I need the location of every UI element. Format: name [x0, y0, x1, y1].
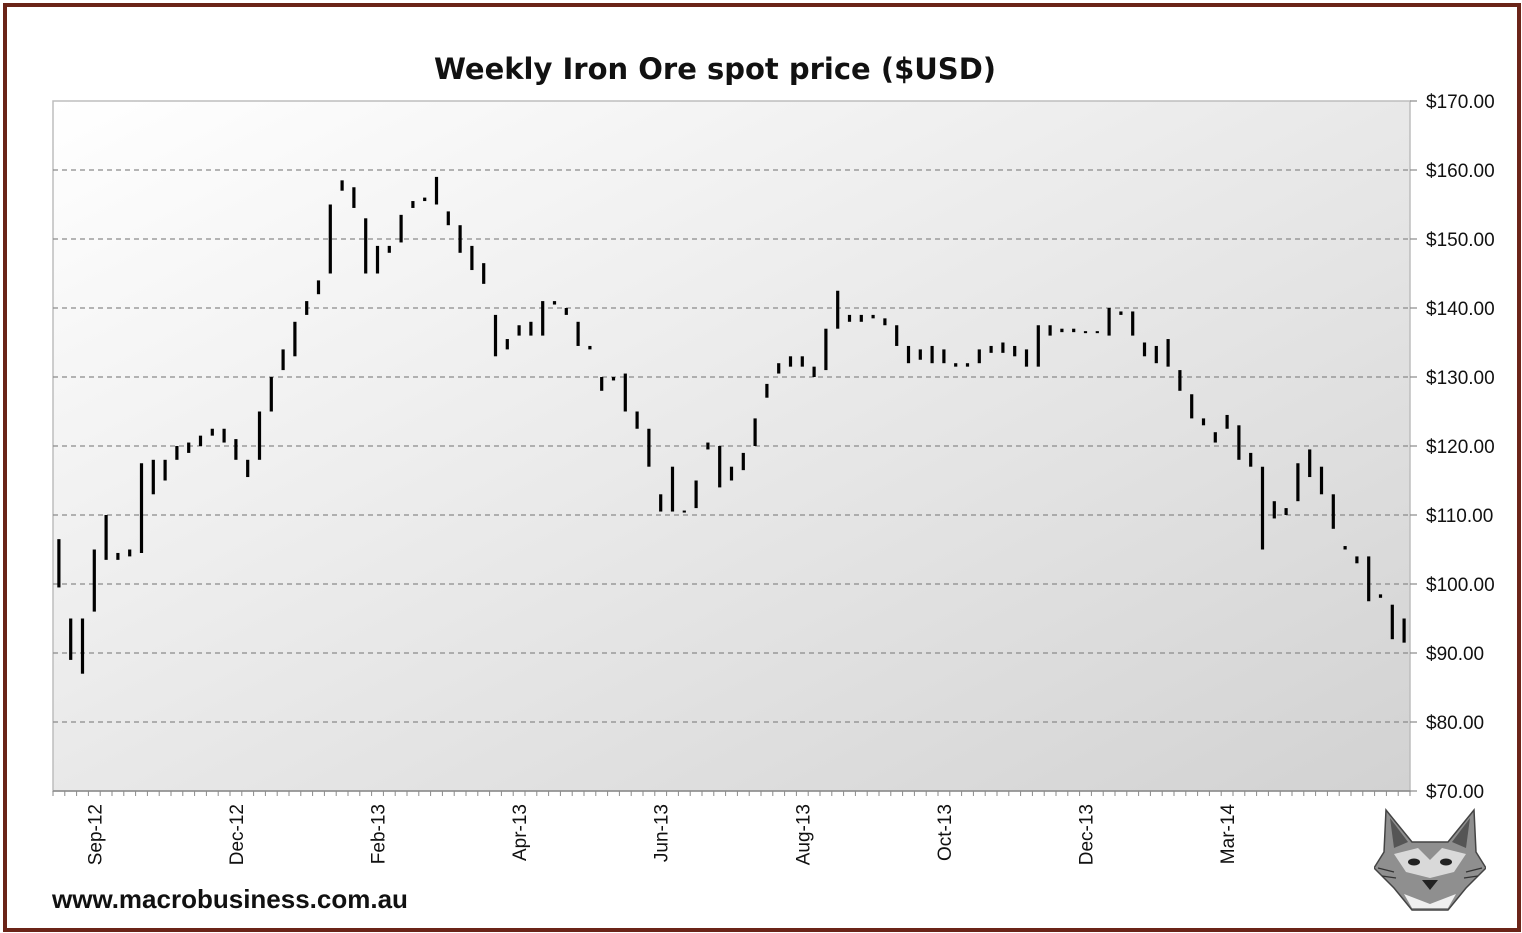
y-axis: $70.00 $80.00 $90.00 $100.00 $110.00 $120.00 $…	[1410, 92, 1495, 803]
y-tick-label: $120.00	[1426, 437, 1495, 458]
gridlines	[53, 169, 1410, 723]
x-tick-label: Aug-13	[793, 804, 814, 865]
x-axis: Sep-12 Dec-12 Feb-13 Apr-13 Jun-13 Aug-13 Oct-…	[52, 790, 1411, 865]
y-tick-label: $70.00	[1426, 782, 1484, 803]
x-tick-label: Feb-13	[369, 804, 390, 864]
y-tick-label: $160.00	[1426, 161, 1495, 182]
y-tick-label: $110.00	[1426, 506, 1493, 527]
price-bars	[57, 176, 1406, 674]
y-tick-label: $130.00	[1426, 368, 1495, 389]
wolf-logo-icon	[1374, 808, 1486, 911]
y-tick-label: $170.00	[1426, 92, 1495, 113]
x-tick-label: Mar-14	[1218, 804, 1239, 865]
y-tick-label: $100.00	[1426, 575, 1495, 596]
y-tick-label: $90.00	[1426, 644, 1484, 665]
chart-title: Weekly Iron Ore spot price ($USD)	[433, 52, 997, 86]
x-tick-label: Apr-13	[510, 804, 531, 861]
x-tick-label: Dec-13	[1077, 804, 1098, 865]
y-tick-label: $80.00	[1426, 713, 1484, 734]
x-tick-label: Sep-12	[85, 804, 106, 865]
y-tick-label: $150.00	[1426, 230, 1495, 251]
website-watermark: www.macrobusiness.com.au	[52, 884, 408, 914]
y-tick-label: $140.00	[1426, 299, 1495, 320]
x-tick-label: Jun-13	[652, 804, 673, 862]
x-tick-label: Oct-13	[935, 804, 956, 861]
x-tick-label: Dec-12	[227, 804, 248, 865]
